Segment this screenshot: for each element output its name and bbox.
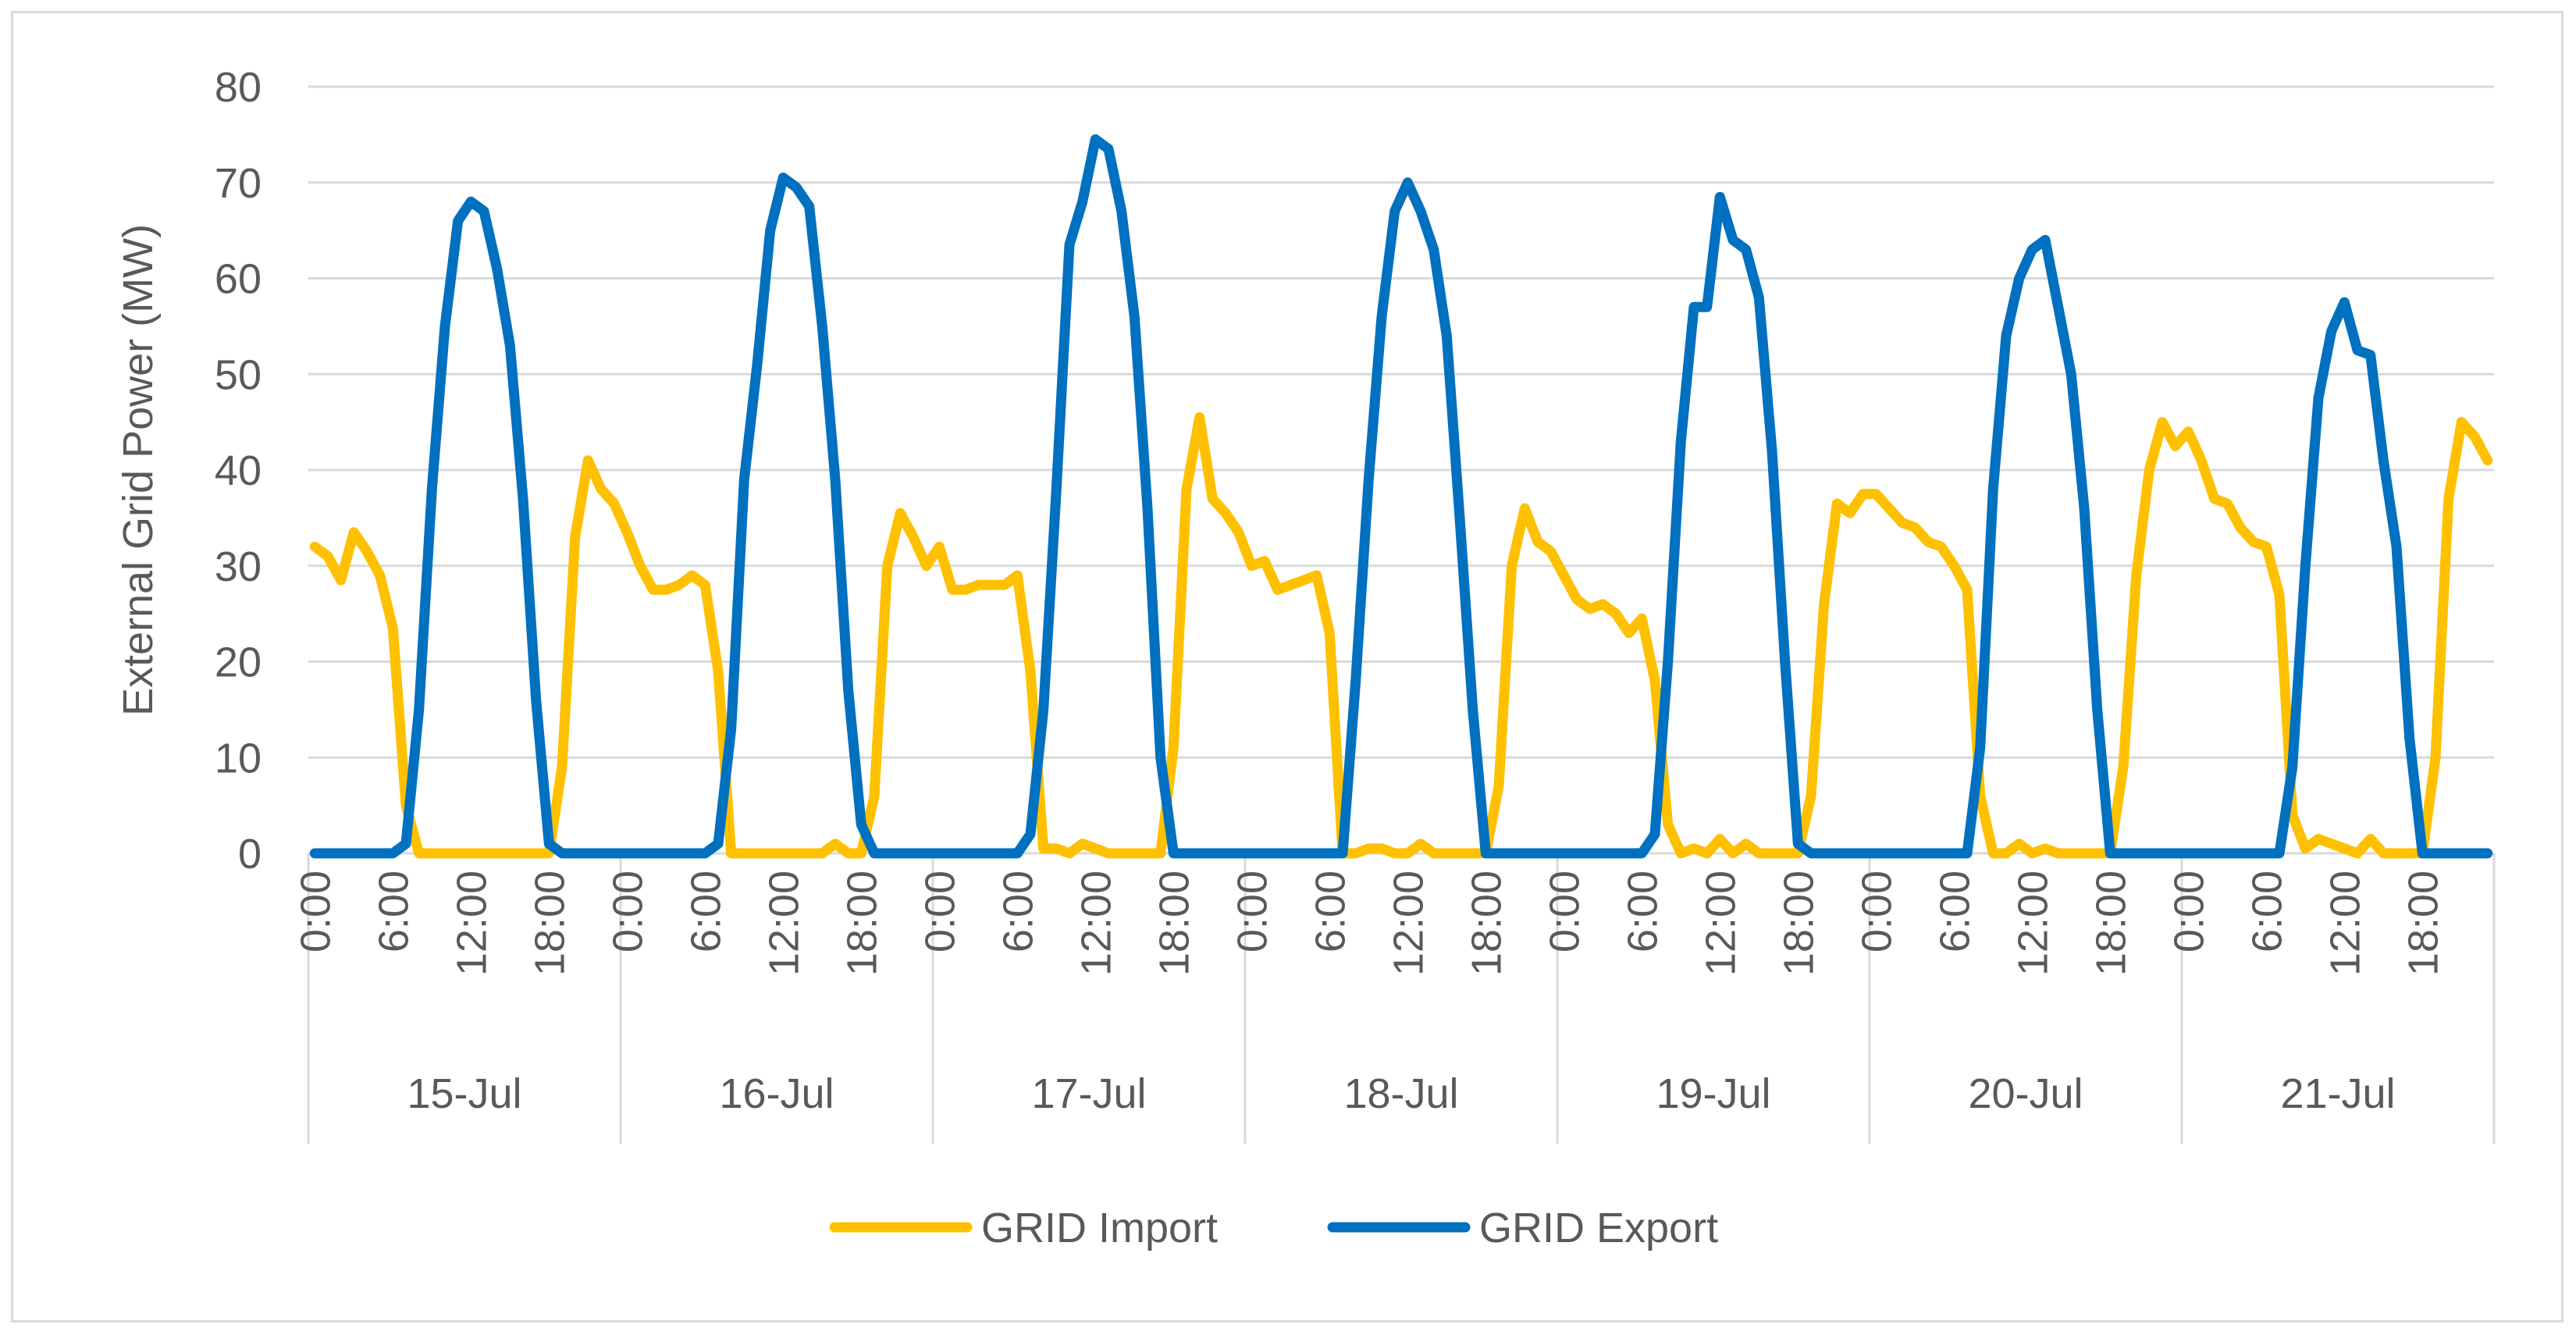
x-tick-label: 0:00 (1541, 870, 1588, 952)
day-label: 16-Jul (719, 1070, 834, 1117)
x-tick-label: 0:00 (292, 870, 339, 952)
y-tick-label: 60 (215, 256, 262, 303)
line-chart: 0 10 20 30 40 50 60 70 80 15-Jul 0:00 6:00 12:00 18:0… (115, 64, 2496, 1251)
series-line-grid-export (309, 134, 2493, 859)
x-tick-label: 0:00 (2165, 870, 2212, 952)
x-tick-label: 12:00 (1073, 870, 1119, 976)
legend: GRID Import GRID Export (829, 1205, 1718, 1251)
day-label: 17-Jul (1031, 1070, 1146, 1117)
chart-frame: 0 10 20 30 40 50 60 70 80 15-Jul 0:00 6:00 12:00 18:0… (11, 11, 2564, 1323)
y-tick-label: 80 (215, 64, 262, 111)
y-tick-label: 10 (215, 735, 262, 781)
y-tick-label: 30 (215, 543, 262, 590)
y-tick-label: 0 (238, 831, 262, 878)
x-tick-label: 0:00 (916, 870, 963, 952)
day-label: 18-Jul (1343, 1070, 1458, 1117)
x-tick-label: 6:00 (2243, 870, 2290, 952)
legend-label: GRID Export (1479, 1205, 1718, 1251)
x-tick-label: 6:00 (1931, 870, 1978, 952)
series-lines (309, 134, 2493, 859)
x-tick-label: 0:00 (1853, 870, 1900, 952)
x-tick-label: 6:00 (370, 870, 417, 952)
day-label: 19-Jul (1656, 1070, 1770, 1117)
y-tick-label: 70 (215, 160, 262, 207)
axes: 0 10 20 30 40 50 60 70 80 15-Jul 0:00 6:00 12:00 18:0… (215, 64, 2496, 1144)
x-tick-label: 12:00 (2322, 870, 2368, 976)
x-tick-label: 0:00 (1229, 870, 1276, 952)
x-tick-label: 0:00 (604, 870, 651, 952)
x-tick-label: 12:00 (1385, 870, 1432, 976)
x-tick-label: 18:00 (1151, 870, 1197, 976)
gridlines (308, 85, 2494, 855)
y-axis-title: External Grid Power (MW) (115, 224, 162, 716)
x-tick-label: 18:00 (2400, 870, 2446, 976)
y-tick-label: 40 (215, 447, 262, 494)
day-label: 15-Jul (407, 1070, 521, 1117)
x-tick-label: 6:00 (1307, 870, 1354, 952)
x-tick-label: 18:00 (1775, 870, 1822, 976)
x-tick-label: 12:00 (760, 870, 807, 976)
day-label: 20-Jul (1968, 1070, 2083, 1117)
x-tick-label: 18:00 (2087, 870, 2134, 976)
x-tick-label: 12:00 (2009, 870, 2056, 976)
day-label: 21-Jul (2280, 1070, 2395, 1117)
x-tick-label: 6:00 (994, 870, 1041, 952)
y-tick-label: 50 (215, 351, 262, 398)
x-tick-label: 6:00 (682, 870, 729, 952)
x-tick-label: 18:00 (526, 870, 573, 976)
y-tick-label: 20 (215, 639, 262, 686)
x-tick-label: 6:00 (1619, 870, 1666, 952)
x-tick-label: 12:00 (1697, 870, 1744, 976)
x-tick-label: 12:00 (448, 870, 495, 976)
series-line-grid-import (309, 412, 2493, 859)
legend-label: GRID Import (981, 1205, 1218, 1251)
x-tick-label: 18:00 (1463, 870, 1510, 976)
x-tick-label: 18:00 (838, 870, 885, 976)
